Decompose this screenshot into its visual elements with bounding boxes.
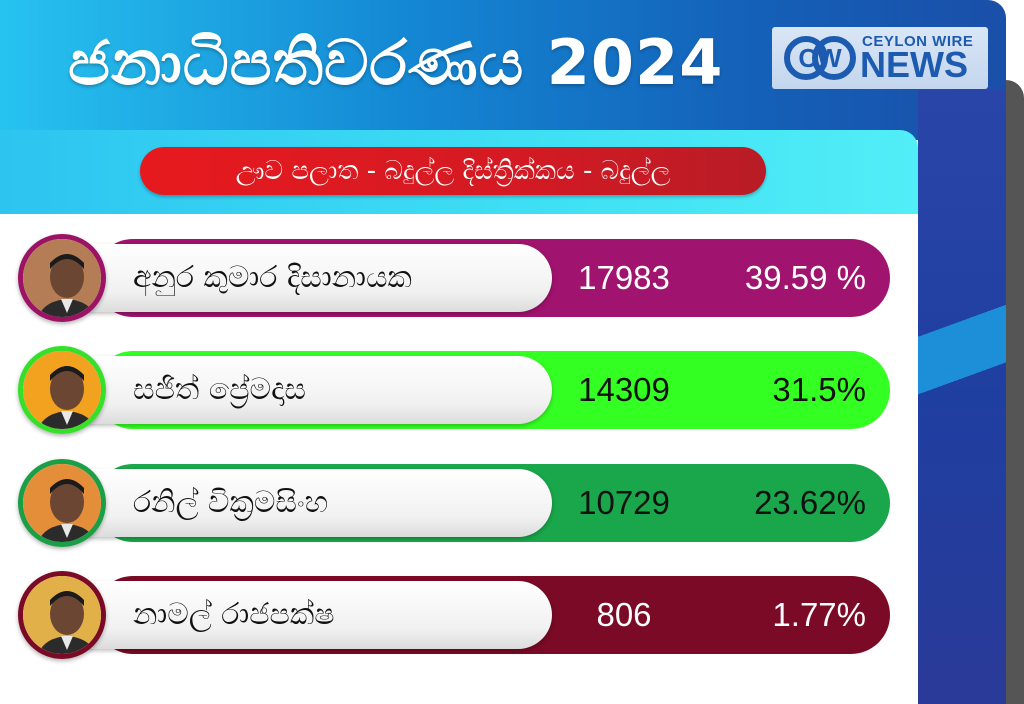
candidate-name: අනුර කුමාර දිසානායක xyxy=(133,260,412,295)
decorative-side-strip xyxy=(918,90,1006,704)
ceylon-wire-news-logo: CW CEYLON WIRE NEWS xyxy=(772,27,988,89)
candidate-name: නාමල් රාජපක්ෂ xyxy=(133,597,335,632)
candidate-photo xyxy=(18,234,106,322)
vote-percentage: 39.59 % xyxy=(744,259,866,296)
region-label: ඌව පලාත - බදුල්ල දිස්ත්‍රික්කය - බදුල්ල xyxy=(140,147,766,195)
page-title: ජනාධිපතිවරණය 2024 xyxy=(68,26,724,99)
logo-mark-text: CW xyxy=(798,43,842,73)
person-icon xyxy=(23,464,101,542)
vote-count: 806 xyxy=(596,596,652,633)
name-pill xyxy=(62,356,552,424)
candidate-name: සජිත් ප්‍රේමදාස xyxy=(133,372,306,407)
candidate-photo xyxy=(18,571,106,659)
name-pill xyxy=(62,469,552,537)
candidate-row: රනිල් වික්‍රමසිංහ 10729 23.62% xyxy=(18,459,890,547)
vote-count: 14309 xyxy=(578,371,670,408)
name-pill xyxy=(62,244,552,312)
candidate-name: රනිල් වික්‍රමසිංහ xyxy=(133,485,329,520)
logo-brand-top: CEYLON WIRE xyxy=(862,33,974,50)
vote-percentage: 31.5% xyxy=(772,371,866,408)
vote-percentage: 1.77% xyxy=(772,596,866,633)
vote-count: 10729 xyxy=(578,484,670,521)
name-pill xyxy=(62,581,552,649)
candidate-photo xyxy=(18,346,106,434)
candidate-row: අනුර කුමාර දිසානායක 17983 39.59 % xyxy=(18,234,890,322)
frame-shadow xyxy=(1004,80,1024,704)
candidate-photo xyxy=(18,459,106,547)
vote-count: 17983 xyxy=(578,259,670,296)
person-icon xyxy=(23,351,101,429)
logo-brand-bottom: NEWS xyxy=(860,44,968,85)
cw-logo-icon: CW xyxy=(784,36,856,80)
candidate-row: සජිත් ප්‍රේමදාස 14309 31.5% xyxy=(18,346,890,434)
side-stripe xyxy=(918,260,1006,420)
candidate-row: නාමල් රාජපක්ෂ 806 1.77% xyxy=(18,571,890,659)
vote-percentage: 23.62% xyxy=(754,484,866,521)
